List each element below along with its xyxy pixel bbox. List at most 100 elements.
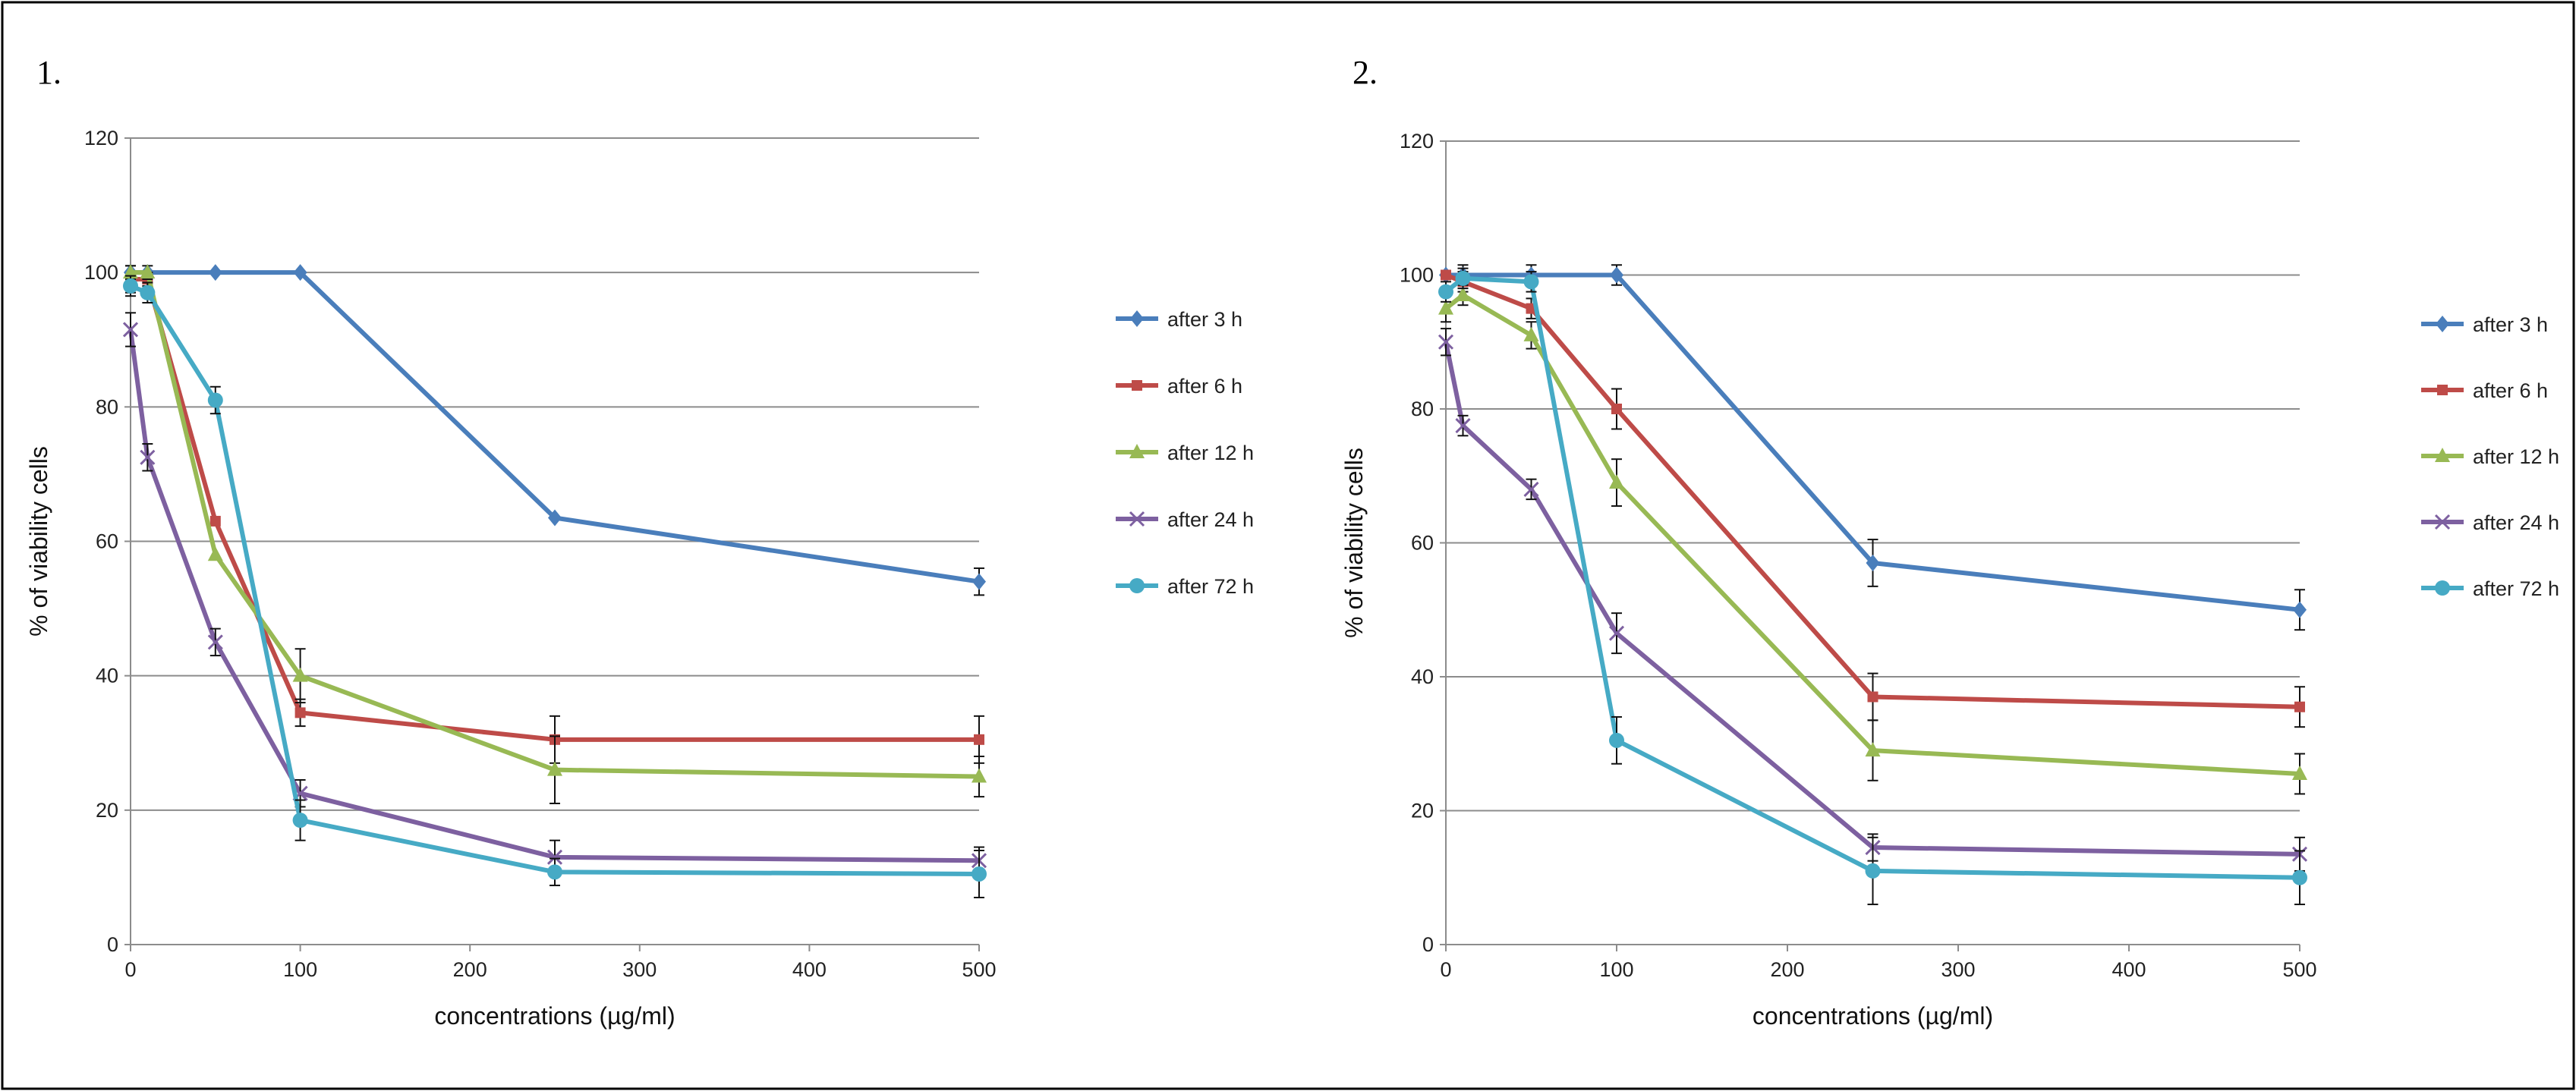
legend-entry-4: after 24 h <box>2421 511 2559 534</box>
data-point-stroke-b <box>1455 418 1471 434</box>
data-point <box>207 634 223 650</box>
x-tick-label-400: 400 <box>792 958 827 981</box>
y-axis-title: % of viability cells <box>1340 448 1368 638</box>
legend-swatch-marker-stroke-b <box>2434 514 2451 530</box>
legend-swatch-marker <box>1132 380 1142 391</box>
data-point <box>1455 418 1471 434</box>
x-tick-label-200: 200 <box>453 958 487 981</box>
x-tick-label-100: 100 <box>283 958 317 981</box>
series-line <box>1444 341 2300 857</box>
series-3 <box>1438 284 2307 795</box>
data-point <box>293 264 307 281</box>
data-point <box>1609 732 1624 748</box>
y-tick-label-20: 20 <box>1411 800 1434 822</box>
legend-label: after 24 h <box>2473 511 2559 534</box>
legend-swatch-marker <box>1129 511 1145 527</box>
legend-swatch-marker <box>2437 385 2448 395</box>
data-point <box>1455 270 1471 286</box>
legend-label: after 6 h <box>1167 375 1242 398</box>
series-5 <box>123 275 987 898</box>
data-point <box>123 278 138 294</box>
data-point <box>2292 765 2307 780</box>
legend-label: after 24 h <box>1167 508 1254 531</box>
data-point <box>972 768 987 783</box>
data-point <box>972 573 986 590</box>
data-point-stroke-b <box>122 322 139 338</box>
legend-swatch-marker <box>2435 580 2450 596</box>
data-point <box>1438 284 1453 300</box>
data-point <box>548 509 562 527</box>
chart-panel-1: 1. 0 20 40 60 80 100 120 0 100 200 300 400 500 afte… <box>25 54 1254 1030</box>
panel-label: 1. <box>36 54 61 91</box>
data-point <box>547 864 562 880</box>
data-point <box>292 667 308 682</box>
legend-label: after 12 h <box>1167 442 1254 464</box>
series-layer <box>122 264 987 898</box>
legend: after 3 h after 6 h after 12 h after 24 h af… <box>2421 313 2559 600</box>
panel-label: 2. <box>1353 54 1378 91</box>
y-tick-labels: 0 20 40 60 80 100 120 <box>1400 130 1434 956</box>
legend-swatch-marker <box>2434 514 2451 530</box>
x-tick-label-400: 400 <box>2112 958 2146 981</box>
y-tick-label-0: 0 <box>1422 933 1434 956</box>
data-point <box>972 866 987 882</box>
data-point <box>292 813 308 828</box>
y-tick-label-60: 60 <box>96 530 118 553</box>
x-tick-label-0: 0 <box>124 958 136 981</box>
data-point <box>546 849 563 865</box>
data-point-stroke-b <box>546 849 563 865</box>
legend-label: after 12 h <box>2473 445 2559 468</box>
data-point <box>1865 742 1881 757</box>
x-tick-label-0: 0 <box>1440 958 1451 981</box>
data-point <box>1438 334 1454 350</box>
series-5 <box>1438 267 2307 906</box>
data-point <box>1611 404 1622 414</box>
data-point <box>123 264 138 279</box>
legend-entry-5: after 72 h <box>2421 577 2559 600</box>
data-point <box>1523 481 1539 497</box>
data-point <box>122 322 139 338</box>
data-point <box>1609 474 1624 489</box>
data-point <box>2293 601 2307 618</box>
x-tick-labels: 0 100 200 300 400 500 <box>124 958 996 981</box>
x-tick-labels: 0 100 200 300 400 500 <box>1440 958 2316 981</box>
legend-swatch-marker <box>1130 310 1144 327</box>
data-point <box>140 449 156 465</box>
legend-label: after 72 h <box>2473 577 2559 600</box>
x-tick-label-200: 200 <box>1770 958 1804 981</box>
data-point-stroke-b <box>1608 625 1625 641</box>
x-tick-label-300: 300 <box>622 958 657 981</box>
legend-label: after 72 h <box>1167 575 1254 598</box>
x-axis-title: concentrations (µg/ml) <box>434 1002 675 1030</box>
series-layer <box>1438 264 2308 906</box>
legend-swatch-marker <box>1129 444 1145 458</box>
legend-entry-2: after 6 h <box>1116 375 1242 398</box>
y-tick-label-20: 20 <box>96 799 118 822</box>
legend-entry-2: after 6 h <box>2421 379 2548 402</box>
legend: after 3 h after 6 h after 12 h after 24 h af… <box>1116 308 1254 598</box>
y-tick-label-0: 0 <box>107 933 118 956</box>
y-tick-label-100: 100 <box>1400 264 1434 287</box>
legend-entry-3: after 12 h <box>2421 445 2559 468</box>
legend-swatch-marker-stroke-b <box>1129 511 1145 527</box>
y-tick-label-100: 100 <box>84 261 118 284</box>
x-tick-label-300: 300 <box>1941 958 1975 981</box>
x-axis-title: concentrations (µg/ml) <box>1752 1002 1993 1030</box>
y-tick-label-120: 120 <box>1400 130 1434 152</box>
data-point <box>2292 869 2307 885</box>
chart-panel-2: 2. 0 20 40 60 80 100 120 0 100 200 300 400 500 afte… <box>1340 54 2559 1030</box>
legend-swatch-marker <box>2435 448 2450 462</box>
data-point-stroke-b <box>207 634 223 650</box>
data-point <box>1455 286 1471 301</box>
data-point <box>208 264 222 281</box>
legend-entry-3: after 12 h <box>1116 442 1254 464</box>
legend-swatch-marker <box>2436 316 2449 332</box>
data-point <box>140 264 156 279</box>
data-point-stroke-b <box>1523 481 1539 497</box>
y-tick-label-80: 80 <box>1411 398 1434 420</box>
legend-label: after 6 h <box>2473 379 2548 402</box>
series-line <box>128 329 980 863</box>
data-point <box>2294 701 2305 712</box>
